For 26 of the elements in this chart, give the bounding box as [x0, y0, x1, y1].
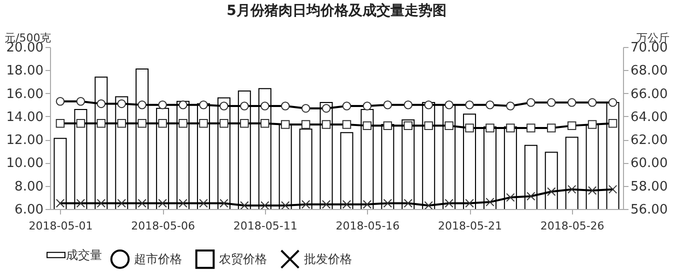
y2-tick-label: 66.00: [630, 86, 668, 102]
y-tick-label: 8.00: [14, 179, 44, 194]
x-tick-label: 2018-05-21: [438, 220, 502, 232]
y2-tick-label: 64.00: [630, 110, 668, 125]
y2-tick-label: 56.00: [630, 202, 668, 218]
x-tick-label: 2018-05-06: [131, 220, 196, 232]
y-tick-label: 14.00: [6, 110, 44, 125]
chart-title: 5月份猪肉日均价格及成交量走势图: [226, 2, 446, 19]
x-tick-label: 2018-05-16: [336, 220, 400, 232]
legend-label: 超市价格: [134, 252, 182, 266]
y2-tick-label: 60.00: [630, 156, 668, 172]
legend-label: 成交量: [66, 248, 102, 262]
y-tick-label: 10.00: [6, 156, 44, 172]
legend-label: 批发价格: [304, 252, 352, 266]
y-tick-label: 6.00: [14, 202, 44, 218]
y-tick-label: 18.00: [6, 64, 44, 79]
x-tick-label: 2018-05-26: [540, 220, 604, 232]
y-tick-label: 16.00: [6, 86, 44, 102]
y2-tick-label: 70.00: [630, 40, 668, 56]
x-tick-label: 2018-05-01: [28, 220, 93, 232]
y2-tick-label: 58.00: [630, 179, 668, 194]
y-tick-label: 12.00: [6, 133, 44, 148]
legend-label: 农贸价格: [219, 252, 267, 266]
y2-tick-label: 62.00: [630, 133, 668, 148]
x-tick-label: 2018-05-11: [233, 220, 298, 232]
y2-tick-label: 68.00: [630, 64, 668, 79]
